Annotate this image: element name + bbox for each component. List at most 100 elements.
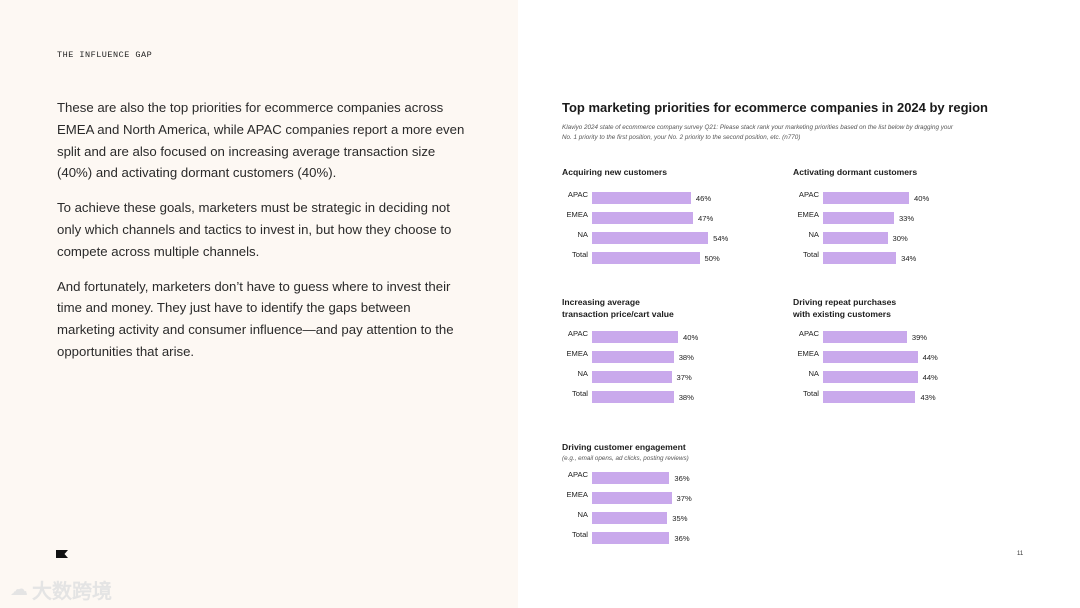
chart-panel: Acquiring new customers APAC 46% EMEA 47% NA 5… — [562, 166, 728, 270]
bar — [823, 232, 888, 244]
value-label: 47% — [698, 214, 714, 223]
value-label: 40% — [683, 333, 699, 342]
panel-title-line: Increasing average — [562, 297, 640, 307]
value-label: 40% — [914, 194, 930, 203]
bar-row: Total 50% — [562, 250, 720, 270]
panel-title-line: with existing customers — [793, 309, 891, 319]
bar-row: NA 35% — [562, 510, 689, 530]
chart-panel: Driving customer engagement (e.g., email … — [562, 441, 692, 550]
bar-row: EMEA 33% — [793, 210, 917, 230]
category-label: EMEA — [797, 349, 819, 358]
bar-row: Total 43% — [793, 389, 936, 409]
panel-title-line: Driving repeat purchases — [793, 297, 897, 307]
body-paragraph: And fortunately, marketers don’t have to… — [57, 278, 454, 359]
bar-row: APAC 39% — [793, 329, 927, 349]
value-label: 37% — [676, 373, 692, 382]
category-label: NA — [808, 230, 819, 239]
value-label: 34% — [901, 254, 917, 263]
category-label: Total — [571, 250, 588, 259]
value-label: 44% — [922, 373, 938, 382]
value-label: 38% — [678, 353, 694, 362]
value-label: 30% — [892, 234, 908, 243]
category-label: EMEA — [566, 349, 588, 358]
category-label: EMEA — [797, 210, 819, 219]
value-label: 50% — [704, 254, 720, 263]
category-label: NA — [577, 230, 588, 239]
bar — [592, 232, 709, 244]
bar-row: NA 37% — [562, 369, 692, 389]
chart-panel: Increasing average transaction price/cart… — [562, 296, 698, 409]
bar — [823, 331, 907, 343]
value-label: 46% — [695, 194, 712, 203]
chart-note: Klaviyo 2024 state of ecommerce company … — [562, 124, 953, 141]
category-label: Total — [571, 389, 588, 398]
watermark: ☁ 大数跨境 — [10, 575, 112, 604]
bar-row: APAC 40% — [793, 190, 929, 210]
panel-title-line: Activating dormant customers — [793, 167, 918, 177]
bar — [592, 371, 672, 383]
bar — [823, 192, 909, 204]
panel-title: Driving customer engagement — [562, 441, 689, 453]
bar-row: NA 44% — [793, 369, 938, 389]
panel-title-line: Driving customer engagement — [562, 442, 686, 452]
watermark-text: 大数跨境 — [32, 579, 112, 603]
cloud-logo-icon: ☁ — [10, 579, 28, 600]
bar-row: APAC 46% — [562, 190, 711, 210]
panel-title-line: Acquiring new customers — [562, 167, 668, 177]
bar — [823, 252, 897, 264]
bar — [823, 371, 918, 383]
page-number: 11 — [1017, 551, 1024, 557]
bar-row: EMEA 37% — [562, 490, 692, 510]
bar-row: NA 30% — [793, 230, 917, 250]
bar — [592, 391, 674, 403]
bar-row: EMEA 44% — [793, 349, 938, 369]
value-label: 44% — [922, 353, 938, 362]
chart-title: Top marketing priorities for ecommerce c… — [562, 100, 988, 115]
category-label: EMEA — [566, 490, 588, 499]
category-label: APAC — [567, 470, 588, 479]
bar-group: APAC 36% EMEA 37% NA 35% Total 36% — [562, 470, 692, 550]
value-label: 37% — [676, 494, 692, 503]
value-label: 33% — [898, 214, 915, 223]
chart-panel: Driving repeat purchases with existing cu… — [793, 296, 938, 409]
value-label: 39% — [911, 333, 928, 342]
category-label: NA — [577, 510, 588, 519]
bar-row: Total 38% — [562, 389, 694, 409]
panel-title: Activating dormant customers — [793, 166, 917, 178]
bar — [592, 351, 674, 363]
bar — [592, 192, 691, 204]
panel-title: Acquiring new customers — [562, 166, 667, 178]
bar — [592, 252, 700, 264]
category-label: APAC — [567, 190, 588, 199]
bar-group: APAC 39% EMEA 44% NA 44% Total 43% — [793, 329, 938, 409]
bar-row: APAC 36% — [562, 470, 690, 490]
bar-row: NA 54% — [562, 230, 728, 250]
panel-subtitle: (e.g., email opens, ad clicks, posting r… — [562, 455, 689, 462]
bar-row: EMEA 47% — [562, 210, 713, 230]
bar — [592, 512, 668, 524]
bar-row: EMEA 38% — [562, 349, 694, 369]
left-text-panel: THE INFLUENCE GAP These are also the top… — [0, 0, 518, 608]
bar-group: APAC 46% EMEA 47% NA 54% Total 50% — [562, 190, 728, 270]
section-label: THE INFLUENCE GAP — [57, 50, 153, 60]
category-label: Total — [571, 530, 588, 539]
body-paragraph: To achieve these goals, marketers must b… — [57, 200, 452, 259]
category-label: Total — [802, 389, 819, 398]
category-label: NA — [808, 369, 819, 378]
bar-group: APAC 40% EMEA 38% NA 37% Total 38% — [562, 329, 698, 409]
bar-row: APAC 40% — [562, 329, 698, 349]
bar-group: APAC 40% EMEA 33% NA 30% Total 34% — [793, 190, 929, 270]
category-label: APAC — [798, 190, 819, 199]
category-label: EMEA — [566, 210, 588, 219]
bar-row: Total 36% — [562, 530, 690, 550]
panel-title-line: transaction price/cart value — [562, 309, 674, 319]
value-label: 36% — [674, 474, 690, 483]
bar — [592, 492, 672, 504]
category-label: APAC — [798, 329, 819, 338]
bar — [823, 212, 894, 224]
bar — [823, 391, 916, 403]
value-label: 35% — [672, 514, 688, 523]
bar — [592, 472, 670, 484]
brand-flag-icon — [56, 550, 68, 558]
body-paragraph: These are also the top priorities for ec… — [57, 100, 465, 181]
